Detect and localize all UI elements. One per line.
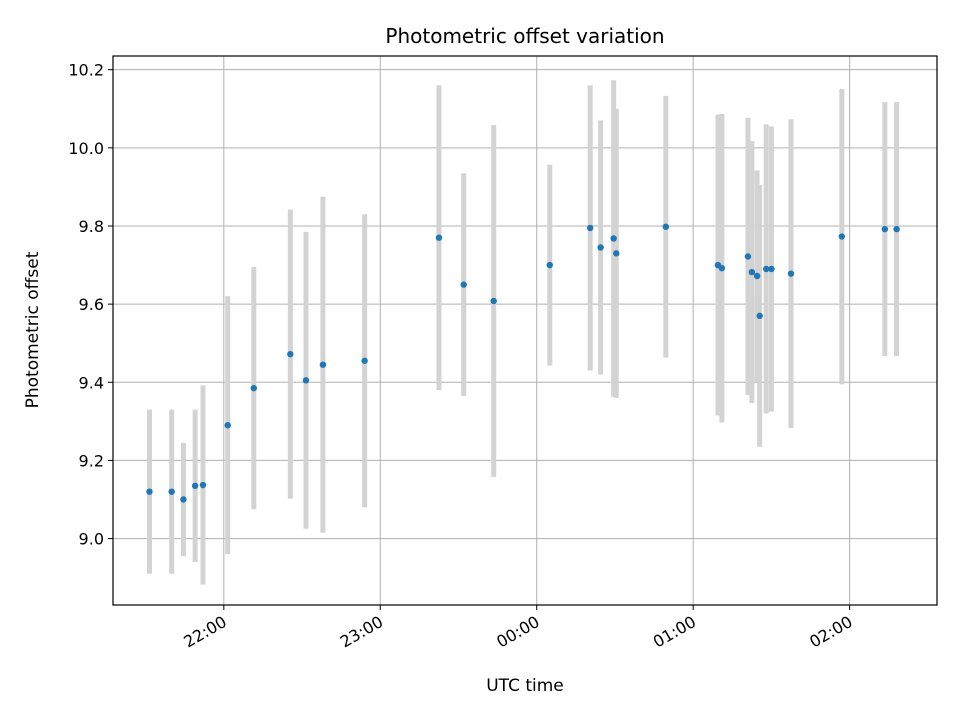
data-point xyxy=(613,250,620,257)
y-tick-label: 9.6 xyxy=(79,295,104,314)
y-tick-label: 9.4 xyxy=(79,373,104,392)
data-point xyxy=(718,264,726,272)
data-point xyxy=(586,224,594,232)
data-point xyxy=(460,281,467,288)
y-tick-label: 9.8 xyxy=(79,217,104,236)
data-point xyxy=(224,422,231,429)
y-axis-ticks: 9.0 9.2 9.4 9.6 9.8 10.0 10.2 xyxy=(68,61,113,549)
data-point xyxy=(893,225,900,233)
data-point xyxy=(838,233,846,240)
data-point xyxy=(768,265,775,273)
data-point xyxy=(199,481,207,489)
data-point xyxy=(180,496,187,503)
data-point xyxy=(753,272,761,280)
plot-frame xyxy=(112,55,938,606)
data-point xyxy=(361,357,368,364)
data-point xyxy=(287,350,294,358)
data-point xyxy=(191,482,199,490)
chart-title: Photometric offset variation xyxy=(385,24,664,48)
y-tick-label: 9.0 xyxy=(79,530,104,549)
data-point xyxy=(763,265,770,273)
data-point xyxy=(546,261,553,269)
y-tick-label: 10.2 xyxy=(68,61,104,80)
y-tick-label: 10.0 xyxy=(68,139,104,158)
data-point xyxy=(250,384,258,392)
x-axis-label: UTC time xyxy=(486,676,564,696)
data-point xyxy=(756,312,763,320)
data-point xyxy=(662,223,670,230)
grid xyxy=(113,56,937,605)
data-points xyxy=(146,223,900,503)
data-point xyxy=(490,297,497,305)
y-tick-label: 9.2 xyxy=(79,451,104,470)
data-point xyxy=(597,244,604,251)
data-point xyxy=(168,488,175,495)
data-point xyxy=(787,270,795,277)
y-axis-label: Photometric offset xyxy=(23,251,43,408)
data-point xyxy=(748,268,756,276)
data-point xyxy=(744,253,752,260)
data-point xyxy=(319,361,327,368)
data-point xyxy=(610,235,617,242)
data-point xyxy=(881,225,889,233)
data-point xyxy=(435,234,443,241)
data-point xyxy=(146,488,153,495)
data-point xyxy=(302,377,310,384)
